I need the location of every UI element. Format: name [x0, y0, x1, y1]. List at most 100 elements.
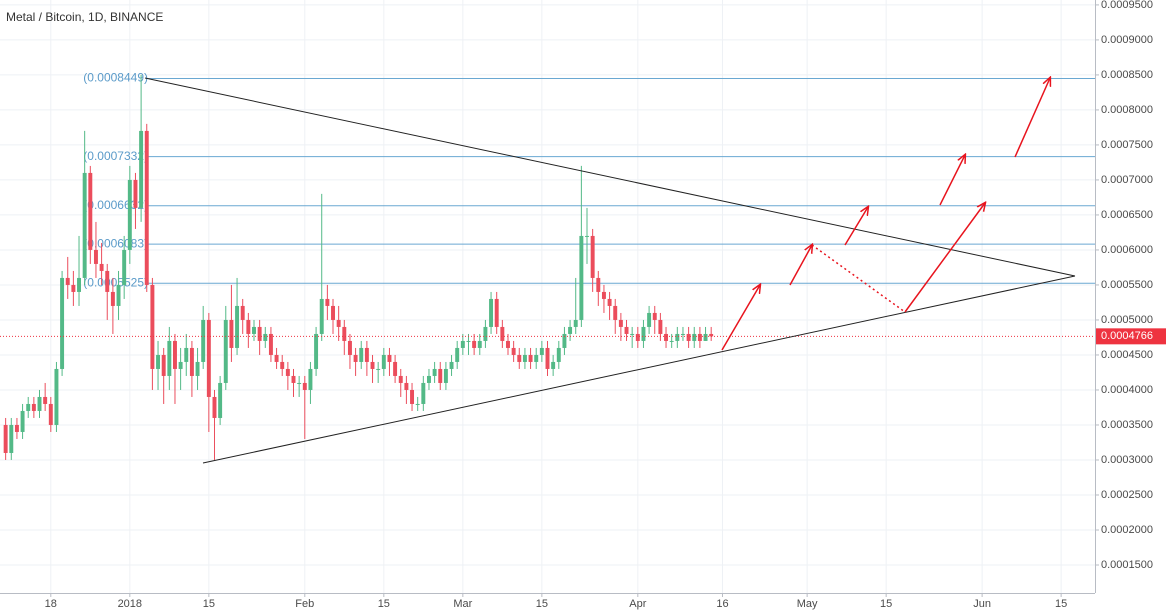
candle-body: [127, 179, 132, 250]
candle-body: [415, 403, 420, 405]
candle-body: [201, 319, 206, 362]
candle-body: [613, 305, 618, 320]
x-tick-label: Mar: [453, 598, 472, 610]
candle-body: [703, 333, 708, 341]
candle-body: [460, 340, 465, 348]
fib-label: (0.0007332): [83, 149, 148, 163]
candle-body: [370, 361, 375, 369]
candle-body: [156, 354, 161, 369]
candle-body: [235, 305, 240, 348]
candle-body: [618, 319, 623, 327]
candle-body: [274, 354, 279, 362]
candle-body: [353, 354, 358, 362]
candle-body: [596, 277, 601, 292]
candle-body: [302, 382, 307, 390]
candle-body: [257, 326, 262, 341]
candle-body: [483, 326, 488, 341]
candle-body: [568, 326, 573, 334]
candle-body: [551, 361, 556, 369]
y-tick-label: 0.0007000: [1101, 174, 1153, 186]
candle-body: [506, 340, 510, 348]
candle-body: [122, 249, 127, 285]
x-tick-label: May: [797, 598, 818, 610]
x-tick-label: Apr: [629, 598, 646, 610]
candle-body: [252, 326, 256, 334]
candle-body: [381, 354, 386, 369]
candle-body: [206, 319, 211, 397]
x-tick-label: 15: [536, 598, 548, 610]
candle-body: [426, 375, 431, 383]
y-tick-label: 0.0004000: [1101, 384, 1153, 396]
fib-label: (0.0008449): [83, 71, 148, 85]
x-tick-label: 15: [378, 598, 390, 610]
y-tick-label: 0.0002000: [1101, 524, 1153, 536]
candle-body: [308, 368, 313, 390]
chart-title: Metal / Bitcoin, 1D, BINANCE: [6, 10, 163, 24]
y-tick-label: 0.0007500: [1101, 139, 1153, 151]
candle-body: [466, 340, 471, 342]
candle-body: [167, 340, 172, 376]
candle-body: [410, 389, 415, 404]
x-tick-label: 18: [45, 598, 57, 610]
candle-body: [624, 326, 629, 334]
candle-body: [545, 347, 550, 369]
candle-body: [664, 333, 669, 341]
candle-body: [692, 333, 697, 341]
candle-body: [477, 340, 482, 348]
x-tick-label: 15: [880, 598, 892, 610]
candle-body: [54, 368, 59, 425]
candle-body: [139, 130, 144, 208]
trendline-lower: [202, 275, 1076, 464]
candle-body: [184, 347, 189, 362]
candle-body: [579, 235, 584, 320]
candle-body: [489, 298, 494, 327]
candle-body: [398, 375, 403, 383]
candle-body: [432, 368, 437, 376]
candle-body: [133, 179, 138, 208]
candle-body: [336, 319, 341, 327]
y-tick-label: 0.0003500: [1101, 419, 1153, 431]
candle-body: [562, 333, 567, 348]
x-tick-label: Jun: [973, 598, 991, 610]
candle-body: [144, 130, 149, 285]
candle-body: [319, 298, 324, 334]
candle-body: [268, 333, 273, 355]
arrow: [1014, 78, 1050, 158]
candle-body: [178, 361, 183, 369]
candle-body: [709, 333, 714, 337]
candle-body: [500, 326, 505, 341]
x-tick-label: 16: [716, 598, 728, 610]
candle-body: [455, 347, 460, 362]
candle-body: [14, 424, 19, 432]
y-tick-label: 0.0008000: [1101, 104, 1153, 116]
fib-label: (0.0006083): [83, 236, 148, 250]
candle-body: [494, 298, 499, 327]
dotted-path: [811, 244, 906, 313]
candle-body: [697, 333, 702, 341]
candle-body: [189, 347, 194, 376]
candle-body: [331, 305, 335, 320]
candle-body: [240, 305, 245, 320]
last-price-label: 0.0004766: [1101, 330, 1153, 342]
arrow: [939, 155, 965, 206]
candle-body: [88, 172, 93, 250]
candle-body: [280, 361, 285, 369]
candle-body: [511, 347, 516, 355]
x-tick-label: 15: [1055, 598, 1067, 610]
x-tick-label: Feb: [295, 598, 314, 610]
candle-body: [105, 270, 110, 292]
candle-body: [195, 361, 200, 376]
candle-body: [116, 284, 121, 306]
candle-body: [110, 291, 115, 306]
last-price-box: [1096, 328, 1166, 345]
candle-body: [297, 382, 302, 384]
candle-body: [517, 354, 522, 362]
candle-body: [647, 312, 652, 327]
y-tick-label: 0.0005000: [1101, 314, 1153, 326]
candle-body: [556, 347, 561, 362]
y-tick-label: 0.0006000: [1101, 244, 1153, 256]
candle-body: [590, 235, 595, 278]
